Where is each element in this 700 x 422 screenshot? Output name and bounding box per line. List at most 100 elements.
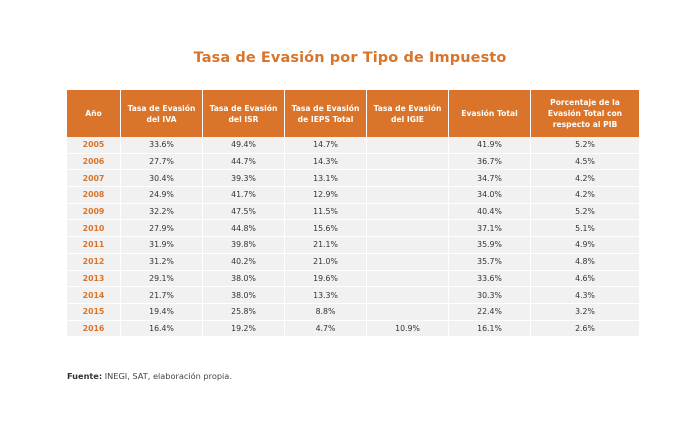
cell-year: 2011 (67, 237, 121, 254)
table-header-row: Año Tasa de Evasión del IVA Tasa de Evas… (67, 90, 639, 137)
cell-pib: 4.3% (531, 287, 639, 304)
cell-ieps: 21.0% (285, 253, 367, 271)
cell-igie (367, 187, 449, 204)
cell-isr: 44.8% (203, 220, 285, 238)
cell-igie (367, 153, 449, 171)
cell-total: 36.7% (449, 153, 531, 171)
header-iva: Tasa de Evasión del IVA (121, 90, 203, 137)
table-row: 2011 31.9% 39.8% 21.1% 35.9% 4.9% (67, 237, 639, 254)
cell-ieps: 4.7% (285, 320, 367, 338)
cell-pib: 5.2% (531, 203, 639, 221)
table-row: 2010 27.9% 44.8% 15.6% 37.1% 5.1% (67, 220, 639, 238)
cell-year: 2012 (67, 253, 121, 271)
table-row: 2009 32.2% 47.5% 11.5% 40.4% 5.2% (67, 203, 639, 221)
cell-year: 2013 (67, 270, 121, 288)
cell-ieps: 12.9% (285, 187, 367, 204)
cell-igie (367, 170, 449, 188)
table-row: 2007 30.4% 39.3% 13.1% 34.7% 4.2% (67, 170, 639, 188)
cell-iva: 27.9% (121, 220, 203, 238)
table-body: 2005 33.6% 49.4% 14.7% 41.9% 5.2% 2006 27.7% 44.… (67, 137, 639, 338)
cell-iva: 24.9% (121, 187, 203, 204)
cell-isr: 41.7% (203, 187, 285, 204)
cell-isr: 39.8% (203, 237, 285, 254)
cell-ieps: 21.1% (285, 237, 367, 254)
cell-isr: 44.7% (203, 153, 285, 171)
table-row: 2005 33.6% 49.4% 14.7% 41.9% 5.2% (67, 137, 639, 154)
cell-ieps: 8.8% (285, 303, 367, 321)
table-row: 2006 27.7% 44.7% 14.3% 36.7% 4.5% (67, 153, 639, 171)
cell-total: 35.9% (449, 237, 531, 254)
table-row: 2008 24.9% 41.7% 12.9% 34.0% 4.2% (67, 187, 639, 204)
cell-year: 2008 (67, 187, 121, 204)
cell-pib: 4.5% (531, 153, 639, 171)
cell-igie (367, 287, 449, 304)
evasion-table: Año Tasa de Evasión del IVA Tasa de Evas… (67, 90, 639, 338)
cell-year: 2014 (67, 287, 121, 304)
header-year: Año (67, 90, 121, 137)
cell-pib: 4.8% (531, 253, 639, 271)
cell-isr: 47.5% (203, 203, 285, 221)
cell-igie (367, 220, 449, 238)
cell-iva: 33.6% (121, 137, 203, 154)
cell-ieps: 11.5% (285, 203, 367, 221)
cell-iva: 27.7% (121, 153, 203, 171)
cell-igie: 10.9% (367, 320, 449, 338)
source-label: Fuente: (67, 371, 103, 381)
cell-igie (367, 303, 449, 321)
cell-isr: 49.4% (203, 137, 285, 154)
table-row: 2013 29.1% 38.0% 19.6% 33.6% 4.6% (67, 270, 639, 288)
cell-year: 2010 (67, 220, 121, 238)
cell-isr: 40.2% (203, 253, 285, 271)
cell-year: 2016 (67, 320, 121, 338)
cell-isr: 38.0% (203, 270, 285, 288)
table-row: 2016 16.4% 19.2% 4.7% 10.9% 16.1% 2.6% (67, 320, 639, 338)
cell-iva: 29.1% (121, 270, 203, 288)
header-igie: Tasa de Evasión del IGIE (367, 90, 449, 137)
cell-pib: 5.2% (531, 137, 639, 154)
source-note: Fuente: INEGI, SAT, elaboración propia. (67, 371, 232, 381)
cell-igie (367, 270, 449, 288)
cell-year: 2005 (67, 137, 121, 154)
cell-pib: 4.2% (531, 170, 639, 188)
cell-total: 33.6% (449, 270, 531, 288)
table-row: 2014 21.7% 38.0% 13.3% 30.3% 4.3% (67, 287, 639, 304)
cell-igie (367, 237, 449, 254)
cell-isr: 38.0% (203, 287, 285, 304)
cell-igie (367, 137, 449, 154)
cell-total: 37.1% (449, 220, 531, 238)
cell-total: 35.7% (449, 253, 531, 271)
cell-total: 41.9% (449, 137, 531, 154)
page-title: Tasa de Evasión por Tipo de Impuesto (193, 50, 507, 66)
source-text: INEGI, SAT, elaboración propia. (102, 371, 232, 381)
cell-pib: 3.2% (531, 303, 639, 321)
cell-ieps: 13.1% (285, 170, 367, 188)
cell-iva: 30.4% (121, 170, 203, 188)
cell-igie (367, 203, 449, 221)
cell-total: 34.7% (449, 170, 531, 188)
cell-year: 2006 (67, 153, 121, 171)
header-total: Evasión Total (449, 90, 531, 137)
cell-total: 34.0% (449, 187, 531, 204)
cell-pib: 4.6% (531, 270, 639, 288)
cell-ieps: 14.3% (285, 153, 367, 171)
cell-iva: 31.9% (121, 237, 203, 254)
cell-iva: 32.2% (121, 203, 203, 221)
cell-isr: 25.8% (203, 303, 285, 321)
table-row: 2015 19.4% 25.8% 8.8% 22.4% 3.2% (67, 303, 639, 321)
cell-total: 16.1% (449, 320, 531, 338)
cell-isr: 39.3% (203, 170, 285, 188)
cell-total: 22.4% (449, 303, 531, 321)
cell-iva: 31.2% (121, 253, 203, 271)
cell-pib: 4.9% (531, 237, 639, 254)
header-ieps: Tasa de Evasión de IEPS Total (285, 90, 367, 137)
cell-year: 2015 (67, 303, 121, 321)
cell-total: 30.3% (449, 287, 531, 304)
cell-isr: 19.2% (203, 320, 285, 338)
cell-ieps: 15.6% (285, 220, 367, 238)
cell-iva: 19.4% (121, 303, 203, 321)
cell-year: 2007 (67, 170, 121, 188)
cell-iva: 21.7% (121, 287, 203, 304)
header-isr: Tasa de Evasión del ISR (203, 90, 285, 137)
cell-ieps: 14.7% (285, 137, 367, 154)
cell-igie (367, 253, 449, 271)
